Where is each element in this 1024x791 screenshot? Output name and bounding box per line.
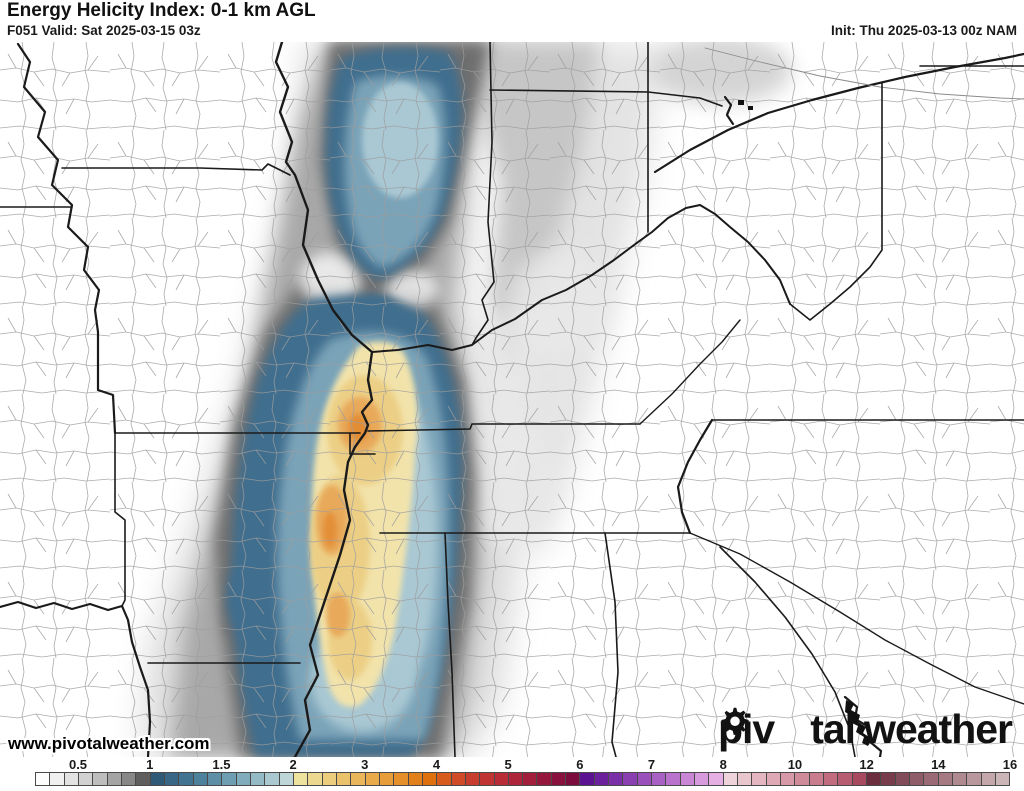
- header: Energy Helicity Index: 0-1 km AGL F051 V…: [0, 0, 1024, 42]
- colorbar: 0.5 1 1.5 2 3 4 5 6 7 8 10 12 14 16: [0, 757, 1024, 791]
- colorbar-cell: [64, 773, 79, 785]
- colorbar-cell: [580, 773, 595, 785]
- colorbar-cell: [824, 773, 839, 785]
- colorbar-cell: [451, 773, 466, 785]
- colorbar-cell: [279, 773, 294, 785]
- colorbar-cells: [35, 772, 1010, 786]
- colorbar-cell: [365, 773, 380, 785]
- state-borders: [0, 42, 1024, 757]
- colorbar-cell: [738, 773, 753, 785]
- colorbar-cell: [480, 773, 495, 785]
- colorbar-tick-label: 10: [787, 757, 803, 772]
- colorbar-cell: [437, 773, 452, 785]
- watermark: www.pivotalweather.com: [8, 734, 210, 753]
- colorbar-cell: [408, 773, 423, 785]
- colorbar-cell: [351, 773, 366, 785]
- colorbar-cell: [852, 773, 868, 785]
- logo-text-weather: weather: [864, 706, 1013, 752]
- colorbar-cell: [594, 773, 610, 785]
- colorbar-tick-label: 7: [647, 757, 656, 772]
- colorbar-cell: [222, 773, 237, 785]
- colorbar-cell: [78, 773, 94, 785]
- colorbar-cell: [36, 773, 51, 785]
- colorbar-cell: [523, 773, 538, 785]
- colorbar-tick-label: 6: [576, 757, 584, 772]
- colorbar-cell: [107, 773, 122, 785]
- colorbar-labels: 0.5 1 1.5 2 3 4 5 6 7 8 10 12 14 16: [0, 757, 1024, 772]
- map-canvas: [0, 42, 1024, 757]
- colorbar-cell: [695, 773, 710, 785]
- colorbar-cell: [179, 773, 194, 785]
- colorbar-cell: [193, 773, 208, 785]
- colorbar-cell: [50, 773, 65, 785]
- colorbar-cell: [938, 773, 953, 785]
- colorbar-cell: [422, 773, 438, 785]
- colorbar-tick-label: 14: [931, 757, 946, 772]
- colorbar-cell: [136, 773, 151, 785]
- colorbar-cell: [566, 773, 581, 785]
- colorbar-cell: [981, 773, 996, 785]
- colorbar-cell: [867, 773, 882, 785]
- colorbar-cell: [723, 773, 739, 785]
- colorbar-tick-label: 1.5: [212, 757, 231, 772]
- colorbar-cell: [910, 773, 925, 785]
- valid-time-label: F051 Valid: Sat 2025-03-15 03z: [7, 23, 201, 38]
- colorbar-cell: [781, 773, 796, 785]
- colorbar-cell: [293, 773, 309, 785]
- colorbar-cell: [752, 773, 767, 785]
- colorbar-tick-label: 12: [859, 757, 874, 772]
- colorbar-tick-label: 4: [432, 757, 441, 772]
- colorbar-cell: [322, 773, 337, 785]
- colorbar-tick-label: 5: [504, 757, 512, 772]
- colorbar-cell: [652, 773, 667, 785]
- page-title: Energy Helicity Index: 0-1 km AGL: [7, 0, 316, 21]
- colorbar-cell: [609, 773, 624, 785]
- colorbar-cell: [709, 773, 724, 785]
- logo-text-tal: tal: [810, 706, 856, 752]
- colorbar-cell: [250, 773, 266, 785]
- colorbar-tick-label: 0.5: [68, 757, 88, 772]
- colorbar-cell: [995, 773, 1010, 785]
- colorbar-cell: [121, 773, 137, 785]
- colorbar-cell: [336, 773, 352, 785]
- init-time-label: Init: Thu 2025-03-13 00z NAM: [830, 23, 1017, 38]
- colorbar-cell: [766, 773, 782, 785]
- county-lines: [0, 42, 1024, 757]
- colorbar-tick-label: 2: [289, 757, 297, 772]
- gear-icon: [721, 707, 809, 749]
- colorbar-cell: [881, 773, 896, 785]
- colorbar-cell: [236, 773, 251, 785]
- colorbar-cell: [895, 773, 911, 785]
- colorbar-cell: [379, 773, 395, 785]
- colorbar-cell: [551, 773, 567, 785]
- colorbar-cell: [465, 773, 481, 785]
- colorbar-cell: [809, 773, 825, 785]
- colorbar-cell: [394, 773, 409, 785]
- colorbar-tick-label: 1: [146, 757, 154, 772]
- colorbar-cell: [150, 773, 165, 785]
- colorbar-cell: [924, 773, 939, 785]
- colorbar-cell: [308, 773, 323, 785]
- colorbar-cell: [623, 773, 638, 785]
- colorbar-cell: [494, 773, 509, 785]
- colorbar-tick-label: 3: [361, 757, 369, 772]
- colorbar-cell: [537, 773, 552, 785]
- weather-map: www.pivotalweather.com piv tal weather: [0, 42, 1024, 758]
- colorbar-cell: [666, 773, 681, 785]
- colorbar-cell: [795, 773, 810, 785]
- colorbar-cell: [637, 773, 653, 785]
- colorbar-cell: [953, 773, 968, 785]
- colorbar-tick-label: 16: [1002, 757, 1018, 772]
- colorbar-cell: [207, 773, 223, 785]
- pivotal-weather-logo: piv tal weather: [718, 706, 1013, 753]
- colorbar-cell: [680, 773, 696, 785]
- colorbar-cell: [508, 773, 524, 785]
- colorbar-tick-label: 8: [719, 757, 727, 772]
- colorbar-cell: [93, 773, 108, 785]
- colorbar-cell: [265, 773, 280, 785]
- colorbar-cell: [164, 773, 180, 785]
- colorbar-cell: [838, 773, 853, 785]
- colorbar-cell: [967, 773, 982, 785]
